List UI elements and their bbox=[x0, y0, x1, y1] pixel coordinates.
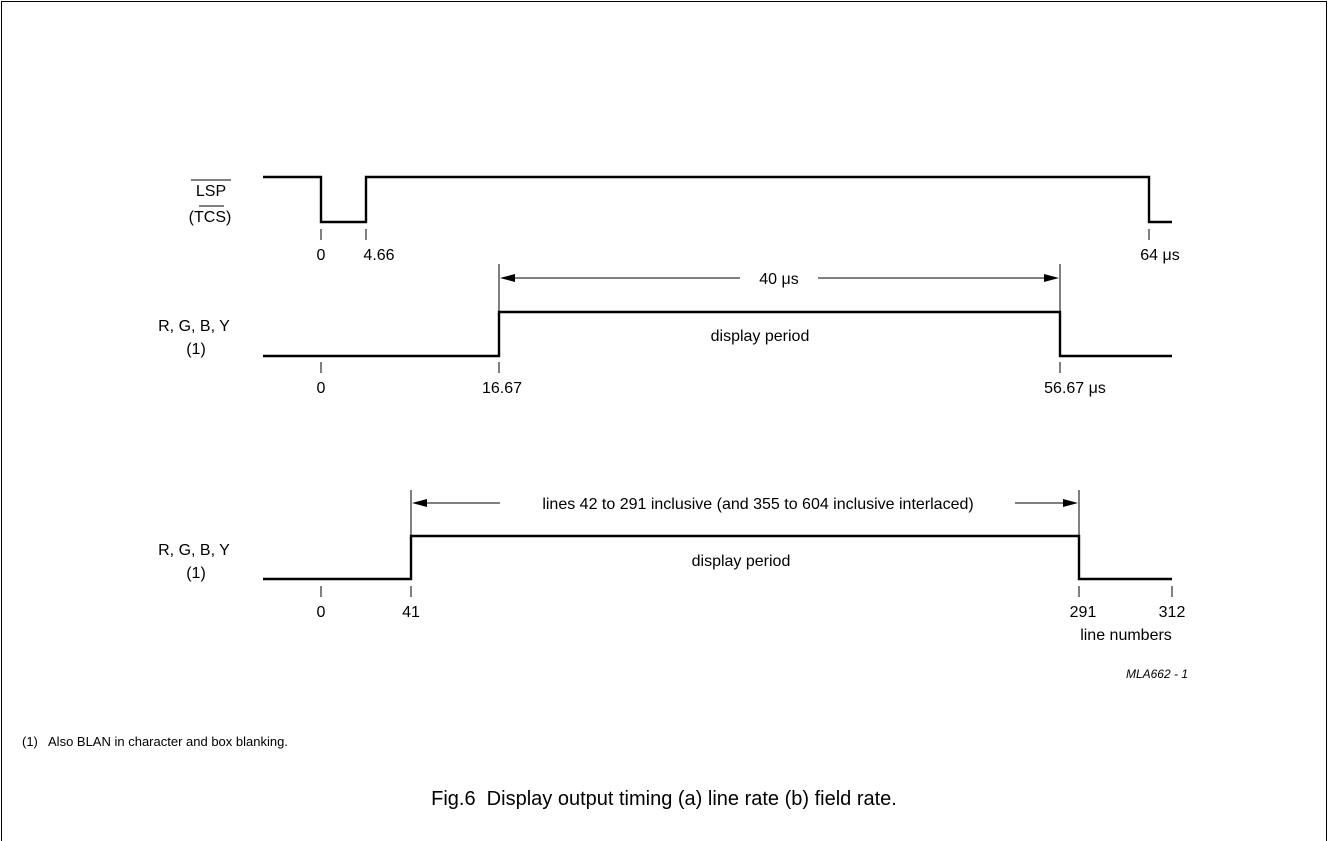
lsp-tick-0: 0 bbox=[317, 247, 326, 264]
field-tick-312: 312 bbox=[1159, 604, 1186, 621]
field-signal-note-ref: (1) bbox=[186, 565, 206, 582]
tcs-label: (TCS) bbox=[189, 209, 232, 226]
line-tick-16-67: 16.67 bbox=[482, 380, 522, 397]
lsp-waveform bbox=[263, 175, 1172, 224]
field-span-label: lines 42 to 291 inclusive (and 355 to 60… bbox=[542, 496, 973, 513]
field-tick-291: 291 bbox=[1070, 604, 1097, 621]
field-tick-41: 41 bbox=[402, 604, 420, 621]
lsp-tick-4-66: 4.66 bbox=[363, 247, 394, 264]
lsp-signal: LSP (TCS) 0 4.66 64 μs bbox=[189, 175, 1180, 264]
line-waveform bbox=[263, 310, 1172, 358]
figure-code: MLA662 - 1 bbox=[1126, 667, 1188, 681]
line-tick-56-67: 56.67 μs bbox=[1044, 380, 1106, 397]
field-span-left-arrowhead bbox=[412, 499, 427, 507]
line-signal-note-ref: (1) bbox=[186, 341, 206, 358]
line-rate-signal: 40 μs R, G, B, Y (1) display period 0 16… bbox=[158, 264, 1172, 397]
field-span-right-arrowhead bbox=[1063, 499, 1078, 507]
line-tick-0: 0 bbox=[317, 380, 326, 397]
figure-caption: Fig.6 Display output timing (a) line rat… bbox=[431, 788, 897, 810]
line-span-right-arrowhead bbox=[1044, 274, 1059, 282]
field-waveform bbox=[263, 534, 1172, 581]
lsp-tick-64: 64 μs bbox=[1140, 247, 1179, 264]
line-span-left-arrowhead bbox=[500, 274, 515, 282]
field-rate-signal: lines 42 to 291 inclusive (and 355 to 60… bbox=[158, 490, 1185, 644]
line-period-label: display period bbox=[711, 328, 810, 345]
field-tick-0: 0 bbox=[317, 604, 326, 621]
line-span-label: 40 μs bbox=[759, 271, 798, 288]
field-period-label: display period bbox=[692, 553, 791, 570]
field-axis-unit: line numbers bbox=[1080, 627, 1172, 644]
lsp-label: LSP bbox=[196, 183, 226, 200]
field-signal-label: R, G, B, Y bbox=[158, 542, 230, 559]
footnote: (1) Also BLAN in character and box blank… bbox=[22, 734, 288, 749]
line-signal-label: R, G, B, Y bbox=[158, 318, 230, 335]
